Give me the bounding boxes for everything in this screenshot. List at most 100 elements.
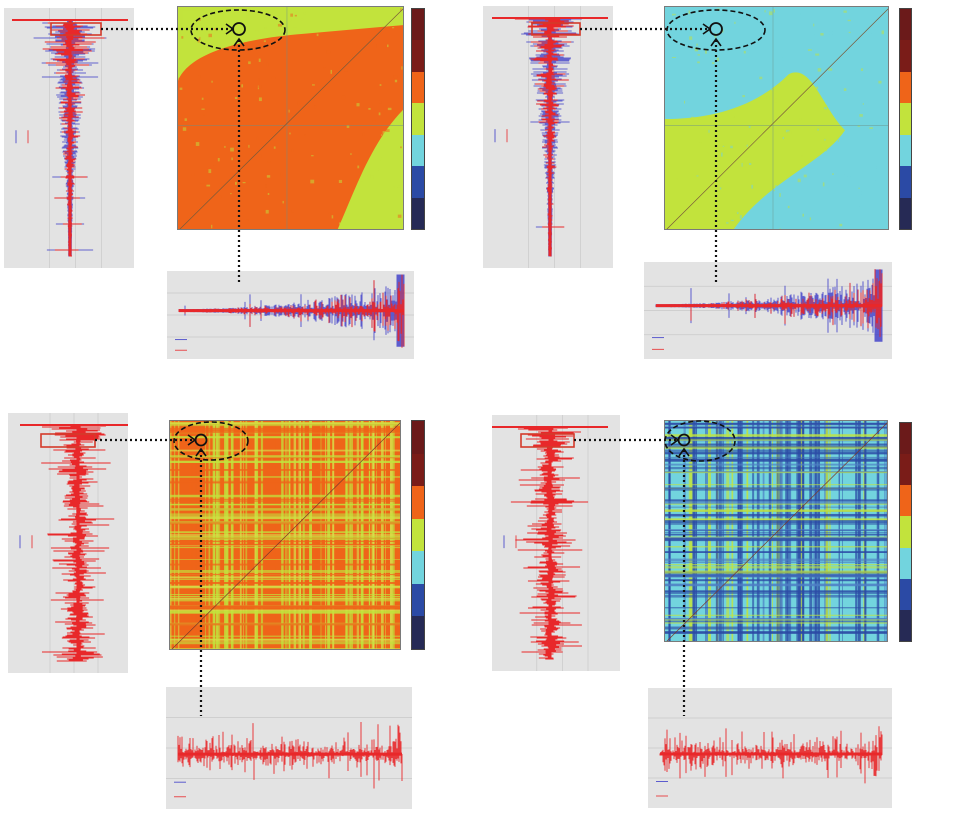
heatmap-texture: [200, 181, 205, 184]
heatmap-stripe: [665, 522, 887, 525]
heatmap-texture: [184, 118, 187, 121]
heatmap-texture: [350, 153, 352, 155]
heatmap-stripe: [170, 585, 400, 588]
heatmap-stripe: [665, 529, 887, 532]
heatmap-texture: [242, 7, 245, 11]
colorbar-segment: [412, 197, 424, 229]
heatmap-texture: [813, 23, 815, 27]
heatmap-stripe: [170, 576, 400, 578]
heatmap-texture: [862, 103, 864, 105]
colorbar-segment: [900, 485, 911, 517]
heatmap-texture: [258, 97, 262, 102]
vertical-signal-plot-top-left: [4, 8, 134, 268]
heatmap-texture: [843, 88, 847, 91]
heatmap-texture: [700, 40, 703, 43]
heatmap-texture: [817, 128, 819, 131]
heatmap-texture: [738, 17, 741, 22]
heatmap-texture: [338, 10, 341, 12]
heatmap-texture: [401, 66, 403, 70]
heatmap-texture: [394, 79, 398, 83]
heatmap-texture: [825, 104, 828, 106]
colorbar-segment: [900, 423, 911, 455]
heatmap-texture: [854, 69, 856, 72]
heatmap-texture: [851, 119, 854, 123]
heatmap-texture: [705, 49, 707, 54]
heatmap-stripe: [170, 573, 400, 575]
heatmap-stripe: [170, 531, 400, 534]
heatmap-stripe: [665, 520, 887, 523]
heatmap-stripe: [170, 599, 400, 602]
heatmap-stripe: [170, 430, 400, 434]
heatmap-stripe: [665, 631, 887, 633]
heatmap-stripe: [170, 607, 400, 610]
heatmap-stripe: [170, 515, 400, 517]
heatmap-texture: [800, 13, 804, 15]
heatmap-texture: [817, 68, 822, 72]
heatmap-stripe: [665, 471, 887, 474]
heatmap-texture: [742, 214, 745, 216]
heatmap-texture: [288, 109, 290, 113]
heatmap-texture: [726, 222, 729, 224]
colorbar-segment: [900, 516, 911, 548]
heatmap-stripe: [665, 538, 887, 542]
heatmap-texture: [300, 18, 304, 21]
heatmap-texture: [263, 40, 266, 43]
heatmap-texture: [217, 157, 220, 162]
heatmap-texture: [297, 101, 300, 106]
heatmap-texture: [328, 212, 331, 215]
heatmap-texture: [310, 179, 315, 184]
heatmap-stripe: [665, 619, 887, 621]
heatmap-texture: [882, 8, 885, 12]
heatmap-texture: [244, 34, 246, 37]
heatmap-texture: [747, 43, 751, 46]
heatmap-texture: [341, 95, 346, 100]
heatmap-texture: [370, 175, 374, 179]
heatmap-texture: [768, 11, 773, 16]
heatmap-texture: [684, 100, 686, 104]
heatmap-stripe: [170, 545, 400, 547]
heatmap-texture: [258, 78, 260, 83]
heatmap-texture: [779, 193, 781, 197]
heatmap-stripe: [665, 440, 887, 442]
heatmap-stripe: [665, 458, 887, 462]
colorbar-top-left: [411, 8, 425, 230]
heatmap-texture: [382, 131, 386, 135]
heatmap-texture: [681, 56, 683, 60]
heatmap-texture: [690, 116, 694, 120]
heatmap-texture: [832, 173, 834, 175]
heatmap-stripe: [665, 422, 887, 425]
heatmap-stripe: [665, 456, 887, 458]
heatmap-texture: [242, 182, 246, 184]
heatmap-texture: [290, 18, 292, 22]
heatmap-texture: [722, 29, 724, 33]
heatmap-texture: [357, 229, 358, 230]
heatmap-texture: [234, 115, 236, 117]
heatmap-stripe: [665, 594, 887, 598]
heatmap-texture: [779, 228, 781, 229]
colorbar-segment: [412, 583, 424, 617]
heatmap-stripe: [665, 443, 887, 445]
heatmap-region: [178, 25, 403, 229]
heatmap-texture: [774, 98, 778, 103]
heatmap-stripe: [170, 521, 400, 525]
heatmap-stripe: [170, 648, 400, 649]
heatmap-stripe: [170, 563, 400, 566]
heatmap-stripe: [665, 570, 887, 574]
heatmap-texture: [379, 100, 382, 104]
heatmap-texture: [400, 8, 402, 12]
heatmap-texture: [350, 53, 353, 57]
heatmap-texture: [787, 130, 792, 135]
heatmap-texture: [875, 121, 879, 126]
heatmap-stripe: [665, 509, 887, 512]
heatmap-texture: [764, 10, 766, 13]
heatmap-stripe: [170, 594, 400, 595]
heatmap-texture: [697, 61, 700, 64]
heatmap-texture: [824, 138, 826, 141]
heatmap-stripe: [170, 460, 400, 464]
heatmap-texture: [878, 80, 882, 84]
heatmap-stripe: [665, 449, 887, 452]
heatmap-texture: [782, 136, 785, 140]
heatmap-texture: [692, 10, 697, 12]
heatmap-texture: [362, 132, 365, 137]
heatmap-texture: [323, 67, 326, 69]
